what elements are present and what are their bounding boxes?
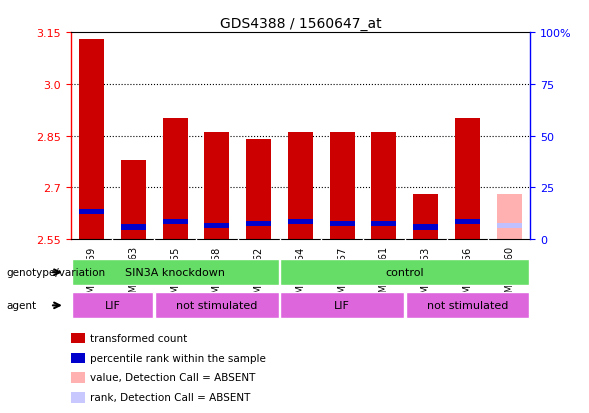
- Text: rank, Detection Call = ABSENT: rank, Detection Call = ABSENT: [90, 392, 250, 402]
- Bar: [79, 209, 104, 215]
- Bar: [455, 220, 480, 225]
- Bar: [204, 223, 229, 228]
- Bar: [497, 195, 522, 240]
- Bar: [246, 140, 271, 240]
- FancyBboxPatch shape: [280, 260, 530, 286]
- Text: agent: agent: [6, 301, 36, 311]
- Text: genotype/variation: genotype/variation: [6, 268, 105, 278]
- Bar: [288, 133, 313, 240]
- Text: not stimulated: not stimulated: [427, 301, 508, 311]
- Bar: [497, 223, 522, 228]
- Bar: [204, 133, 229, 240]
- Bar: [330, 221, 355, 227]
- Text: LIF: LIF: [104, 301, 120, 311]
- Text: control: control: [385, 268, 424, 278]
- Bar: [413, 195, 438, 240]
- Text: percentile rank within the sample: percentile rank within the sample: [90, 353, 266, 363]
- Text: LIF: LIF: [334, 301, 350, 311]
- FancyBboxPatch shape: [155, 292, 279, 319]
- FancyBboxPatch shape: [71, 292, 153, 319]
- Text: transformed count: transformed count: [90, 333, 187, 343]
- Bar: [372, 133, 396, 240]
- Bar: [288, 220, 313, 225]
- FancyBboxPatch shape: [280, 292, 404, 319]
- Bar: [121, 160, 146, 240]
- FancyBboxPatch shape: [71, 260, 279, 286]
- Text: not stimulated: not stimulated: [176, 301, 257, 311]
- Text: SIN3A knockdown: SIN3A knockdown: [125, 268, 225, 278]
- Bar: [121, 225, 146, 230]
- Bar: [163, 220, 188, 225]
- Bar: [246, 221, 271, 227]
- Bar: [413, 225, 438, 230]
- Title: GDS4388 / 1560647_at: GDS4388 / 1560647_at: [220, 17, 381, 31]
- FancyBboxPatch shape: [406, 292, 530, 319]
- Bar: [455, 119, 480, 240]
- Text: value, Detection Call = ABSENT: value, Detection Call = ABSENT: [90, 373, 255, 382]
- Bar: [372, 221, 396, 227]
- Bar: [79, 40, 104, 240]
- Bar: [163, 119, 188, 240]
- Bar: [330, 133, 355, 240]
